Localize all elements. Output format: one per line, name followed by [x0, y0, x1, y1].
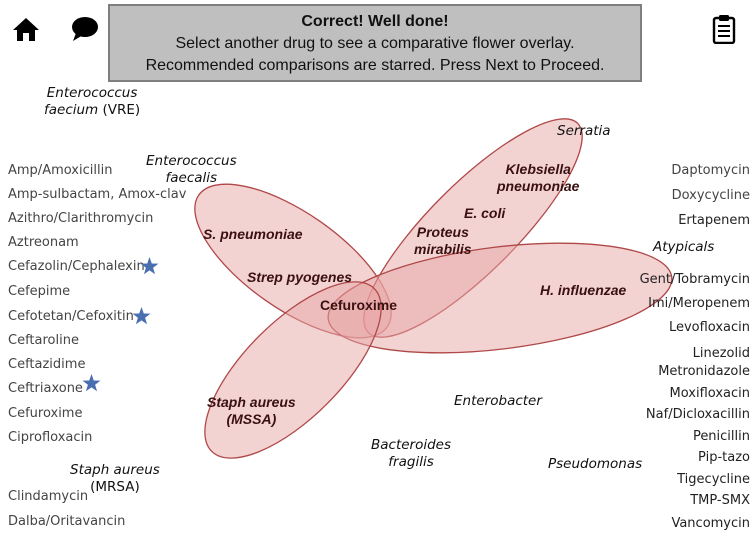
label-proteus: Proteus mirabilis — [414, 224, 472, 257]
drug-clindamycin[interactable]: Clindamycin — [8, 489, 89, 504]
label-e-coli: E. coli — [464, 205, 506, 221]
drug-cefazolin-cephalexin[interactable]: Cefazolin/Cephalexin — [8, 259, 145, 274]
drug-daptomycin[interactable]: Daptomycin — [671, 163, 750, 178]
drug-naf-dicloxacillin[interactable]: Naf/Dicloxacillin — [645, 407, 750, 422]
label-klebsiella: Klebsiella pneumoniae — [497, 161, 580, 194]
petal-staph — [204, 281, 382, 459]
org-enterococcus-faecalis: Enterococcus faecalis — [146, 153, 237, 186]
org-atypicals: Atypicals — [653, 239, 715, 255]
drug-ceftazidime[interactable]: Ceftazidime — [8, 357, 86, 372]
org-staph-aureus-mrsa: Staph aureus (MRSA) — [70, 462, 160, 495]
drug-imi-meropenem[interactable]: Imi/Meropenem — [648, 296, 750, 311]
banner-title: Correct! Well done! — [301, 13, 449, 30]
label-h-influenzae: H. influenzae — [540, 282, 627, 298]
clipboard-icon[interactable] — [712, 14, 736, 45]
drug-metronidazole[interactable]: Metronidazole — [658, 364, 750, 379]
star-icon — [82, 374, 101, 392]
drug-ciprofloxacin[interactable]: Ciprofloxacin — [8, 430, 93, 445]
drug-cefotetan-cefoxitin[interactable]: Cefotetan/Cefoxitin — [8, 309, 134, 324]
drug-gent-tobramycin[interactable]: Gent/Tobramycin — [639, 272, 750, 287]
drug-amp-amoxicillin[interactable]: Amp/Amoxicillin — [8, 163, 113, 178]
org-enterobacter: Enterobacter — [454, 393, 542, 409]
drug-vancomycin[interactable]: Vancomycin — [671, 516, 750, 531]
label-s-pneumoniae: S. pneumoniae — [203, 226, 303, 242]
drug-tigecycline[interactable]: Tigecycline — [677, 472, 750, 487]
drug-levofloxacin[interactable]: Levofloxacin — [668, 320, 750, 335]
drug-cefuroxime[interactable]: Cefuroxime — [8, 406, 83, 421]
selected-drug-label: Cefuroxime — [320, 297, 398, 313]
drug-linezolid[interactable]: Linezolid — [692, 346, 750, 361]
org-enterococcus-faecium: Enterococcus faecium (VRE) — [44, 85, 141, 118]
star-icon — [140, 257, 159, 275]
banner-line-3: Recommended comparisons are starred. Pre… — [145, 57, 605, 74]
drug-ceftaroline[interactable]: Ceftaroline — [8, 333, 79, 348]
home-icon[interactable] — [12, 16, 40, 42]
label-staph-mssa: Staph aureus (MSSA) — [207, 394, 296, 427]
feedback-banner: Correct! Well done! Select another drug … — [108, 4, 642, 82]
comment-icon[interactable] — [70, 16, 100, 42]
drug-pip-tazo[interactable]: Pip-tazo — [698, 450, 750, 465]
drug-amp-sulbactam[interactable]: Amp-sulbactam, Amox-clav — [8, 187, 187, 202]
org-pseudomonas: Pseudomonas — [548, 456, 643, 472]
drug-cefepime[interactable]: Cefepime — [8, 284, 71, 299]
label-strep-pyogenes: Strep pyogenes — [247, 269, 353, 285]
drug-moxifloxacin[interactable]: Moxifloxacin — [669, 386, 750, 401]
drug-ceftriaxone[interactable]: Ceftriaxone — [8, 381, 83, 396]
drug-doxycycline[interactable]: Doxycycline — [671, 188, 750, 203]
banner-line-2: Select another drug to see a comparative… — [175, 35, 575, 52]
drug-dalba-oritavancin[interactable]: Dalba/Oritavancin — [8, 514, 126, 529]
drug-aztreonam[interactable]: Aztreonam — [8, 235, 79, 250]
drug-tmp-smx[interactable]: TMP-SMX — [690, 493, 750, 508]
org-serratia: Serratia — [557, 123, 611, 139]
star-icon — [132, 307, 151, 325]
drug-azithro-clarithromycin[interactable]: Azithro/Clarithromycin — [8, 211, 154, 226]
org-bacteroides-fragilis: Bacteroides fragilis — [371, 437, 452, 470]
drug-ertapenem[interactable]: Ertapenem — [678, 213, 750, 228]
drug-penicillin[interactable]: Penicillin — [692, 429, 750, 444]
